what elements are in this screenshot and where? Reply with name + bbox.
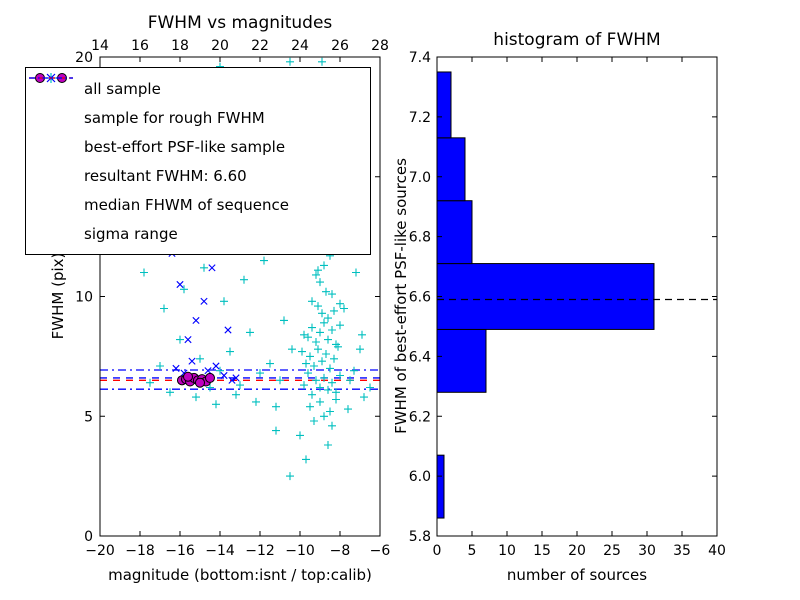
legend-label: median FHWM of sequence	[84, 195, 289, 214]
histogram-bar	[436, 71, 452, 139]
tick-label: 6.0	[409, 469, 431, 485]
legend-label: sigma range	[84, 224, 178, 243]
tick-label: 18	[171, 38, 189, 54]
tick-label: −6	[370, 543, 391, 559]
tick-label: −18	[125, 543, 155, 559]
tick-label: 5.8	[409, 529, 431, 545]
tick-label: 40	[708, 543, 726, 559]
tick-label: −20	[85, 543, 115, 559]
legend-label: all sample	[84, 79, 161, 98]
tick-label: 7.0	[409, 170, 431, 186]
tick-label: 28	[371, 38, 389, 54]
tick-label: −10	[285, 543, 315, 559]
scatter-plot: −20 −18 −16 −14 −12 −10 −8 −6 14 16 18 20 22 24 26 28 0 5…	[75, 38, 390, 559]
tick-label: 6.6	[409, 290, 431, 306]
scatter-xlabel: magnitude (bottom:isnt / top:calib)	[108, 566, 372, 584]
tick-label: 0	[84, 529, 93, 545]
tick-label: 5	[468, 543, 477, 559]
scatter-title: FWHM vs magnitudes	[147, 13, 333, 33]
legend-label: resultant FWHM: 6.60	[84, 166, 247, 185]
tick-label: −14	[205, 543, 235, 559]
tick-label: 7.2	[409, 110, 431, 126]
histogram-xlabel: number of sources	[506, 566, 648, 584]
legend-item: all sample	[26, 73, 370, 103]
histogram-bar	[436, 137, 466, 202]
tick-label: 0	[433, 543, 442, 559]
tick-label: 15	[533, 543, 551, 559]
histogram-plot: 0 5 10 15 20 25 30 35 40 5.8 6.0 6.2 6.4 6.6 6.8 7.0 7.2…	[409, 50, 726, 559]
tick-label: 25	[603, 543, 621, 559]
histogram-bar	[436, 263, 655, 330]
legend-label: best-effort PSF-like sample	[84, 137, 286, 156]
histogram-ylabel: FWHM of best-effort PSF-like sources	[392, 158, 410, 434]
tick-label: −12	[245, 543, 275, 559]
tick-label: 24	[291, 38, 309, 54]
tick-label: 6.4	[409, 349, 431, 365]
tick-label: 26	[331, 38, 349, 54]
series-circle	[177, 371, 215, 388]
scatter-ylabel: FWHM (pix)	[49, 252, 67, 340]
legend-item: resultant FWHM: 6.60	[26, 77, 370, 190]
tick-label: 10	[75, 290, 93, 306]
tick-label: 20	[568, 543, 586, 559]
tick-label: 10	[498, 543, 516, 559]
tick-label: 7.4	[409, 50, 431, 66]
tick-label: 22	[251, 38, 269, 54]
histogram-bar	[436, 454, 445, 519]
histogram-bar	[436, 200, 473, 265]
legend-item: median FHWM of sequence	[26, 77, 370, 219]
legend-label: sample for rough FWHM	[84, 108, 265, 127]
legend-item: sample for rough FWHM	[26, 73, 370, 132]
histogram-title: histogram of FWHM	[493, 30, 661, 50]
legend: all sample sample for rough FWHM best-effo…	[25, 67, 371, 255]
tick-label: 6.8	[409, 230, 431, 246]
legend-item: sigma range	[26, 77, 370, 248]
histogram-bar	[436, 328, 487, 393]
tick-label: 6.2	[409, 409, 431, 425]
tick-label: 30	[638, 543, 656, 559]
legend-item: best-effort PSF-like sample	[26, 73, 370, 161]
tick-label: 16	[131, 38, 149, 54]
tick-label: 20	[75, 50, 93, 66]
tick-label: −8	[330, 543, 351, 559]
tick-label: 14	[91, 38, 109, 54]
tick-label: −16	[165, 543, 195, 559]
tick-label: 5	[84, 409, 93, 425]
tick-label: 35	[673, 543, 691, 559]
tick-label: 20	[211, 38, 229, 54]
